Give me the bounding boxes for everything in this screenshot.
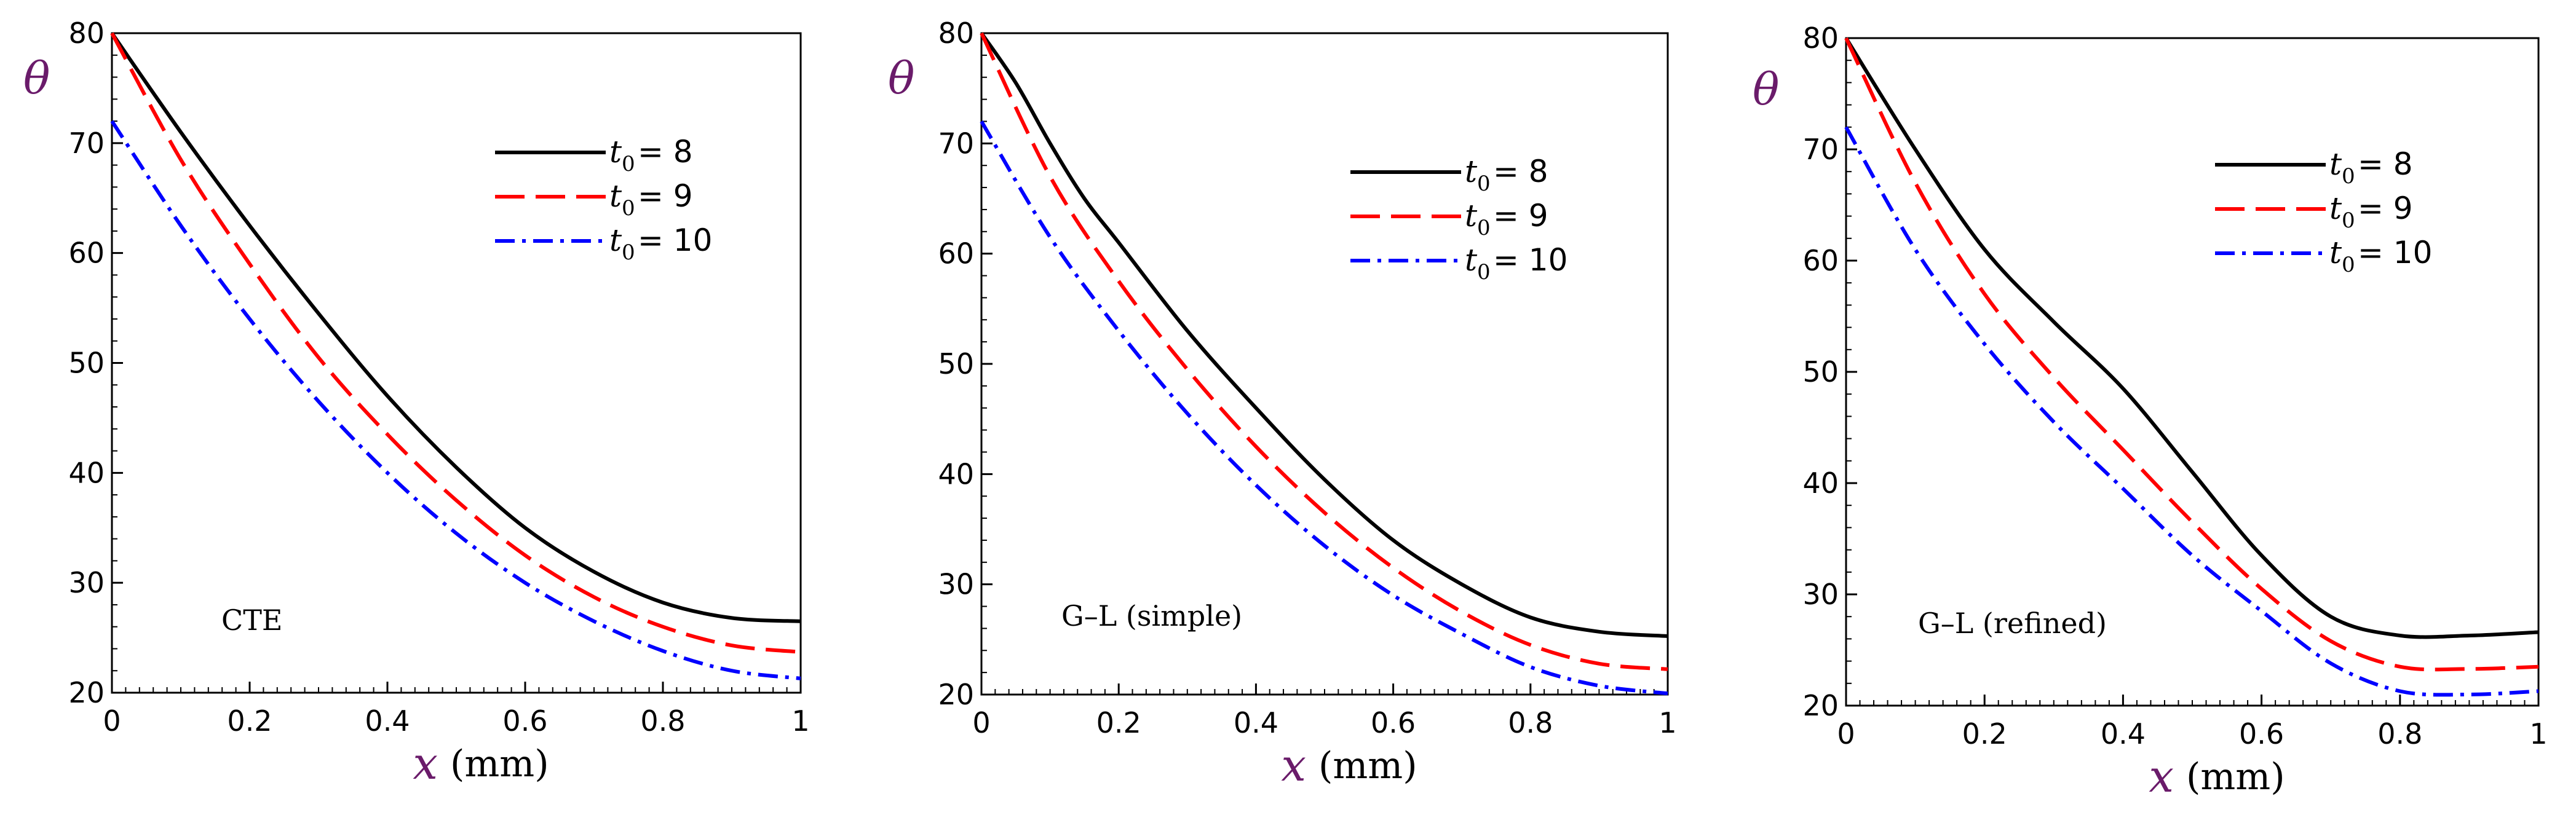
y-tick-label: 60 [68,237,105,270]
y-tick-label: 40 [938,457,974,490]
series-line-t0-8 [980,32,1668,638]
legend-label-value: = 10 [1493,242,1567,278]
legend-label-value: = 9 [638,178,693,214]
y-tick-label: 20 [1802,689,1839,722]
legend-label-value: = 8 [1493,154,1548,189]
y-tick-label: 30 [938,568,974,601]
x-axis-unit: (mm) [1318,744,1417,787]
y-axis-label: θ [888,52,914,104]
y-tick-label: 70 [68,127,105,160]
legend-label-value: = 10 [638,223,712,258]
y-tick-label: 40 [68,456,105,489]
legend-label-var: t [1465,242,1478,278]
x-tick-label: 0.4 [2101,717,2146,750]
legend-label-var: t [1465,154,1478,189]
y-tick-label: 30 [1802,578,1839,611]
x-tick-label: 0 [1837,717,1855,750]
x-tick-label: 0.6 [1371,706,1416,739]
method-annotation: CTE [221,604,282,637]
y-tick-label: 60 [938,237,974,270]
series-line-t0-9 [110,32,801,654]
y-tick-label: 50 [68,347,105,380]
legend-label-value: = 9 [2358,191,2413,226]
y-tick-label: 60 [1802,244,1839,277]
x-tick-label: 0.4 [365,704,410,738]
legend-label-subscript: 0 [622,196,635,221]
legend-label-value: = 8 [638,134,693,170]
method-annotation: G–L (simple) [1061,599,1242,632]
x-tick-label: 1 [791,704,809,738]
x-axis-unit: (mm) [450,742,549,786]
legend-label-value: = 10 [2358,235,2432,270]
x-tick-label: 0.6 [502,704,547,738]
legend-label-var: t [1465,198,1478,234]
legend-label-var: t [609,223,622,258]
series-line-t0-10 [1844,126,2539,697]
y-tick-label: 20 [68,676,105,709]
x-axis-label: x [413,738,438,789]
legend-label-value: = 8 [2358,146,2413,182]
x-tick-label: 1 [1659,706,1676,739]
x-tick-label: 0.2 [227,704,272,738]
chart-svg-gl-refined: 20 30 40 50 60 70 80 0 0.2 0.4 0.6 0.8 1 θ x (mm) G–L (r… [1753,22,2548,802]
y-tick-label: 80 [1802,22,1839,55]
y-tick-label: 50 [1802,355,1839,388]
method-annotation: G–L (refined) [1918,607,2107,640]
series-line-t0-8 [110,32,801,623]
plot-frame [980,32,1669,696]
x-tick-label: 0.4 [1234,706,1278,739]
legend-label-subscript: 0 [1477,171,1491,196]
x-tick-label: 0.8 [640,704,685,738]
x-tick-label: 0 [103,704,121,738]
x-tick-label: 0.8 [2377,717,2422,750]
series-line-t0-10 [110,120,801,680]
y-axis-label: θ [1753,63,1779,115]
y-tick-label: 80 [938,17,974,50]
chart-panel-cte: 20 30 40 50 60 70 80 0 0.2 0.4 0.6 0.8 1 θ x (mm) CTE t 0 =… [0,0,858,831]
series-line-t0-8 [1844,37,2539,639]
plot-frame [1845,37,2540,707]
legend-label-subscript: 0 [2342,208,2355,233]
x-tick-label: 0.2 [1962,717,2007,750]
legend-label-value: = 9 [1493,198,1548,234]
y-tick-label: 30 [68,566,105,599]
y-tick-label: 40 [1802,467,1839,500]
legend-label-var: t [2329,235,2342,270]
plot-frame [111,32,802,694]
x-axis-label: x [2149,750,2174,802]
legend-label-subscript: 0 [2342,253,2355,277]
legend-label-var: t [2329,146,2342,182]
x-tick-label: 0.8 [1508,706,1553,739]
y-tick-label: 50 [938,347,974,380]
series-line-t0-9 [980,32,1668,671]
series-line-t0-10 [980,120,1668,696]
x-tick-label: 0.2 [1096,706,1141,739]
chart-panel-gl-refined: 20 30 40 50 60 70 80 0 0.2 0.4 0.6 0.8 1 θ x (mm) G–L (r… [1717,0,2575,831]
x-axis-label: x [1281,739,1306,791]
x-tick-label: 0 [972,706,990,739]
legend-label-subscript: 0 [2342,164,2355,189]
y-tick-label: 80 [68,17,105,50]
legend-label-var: t [609,178,622,214]
y-axis-label: θ [23,52,50,104]
series-line-t0-9 [1844,37,2539,672]
y-tick-label: 70 [938,127,974,160]
y-tick-label: 70 [1802,133,1839,166]
legend-label-var: t [609,134,622,170]
legend-label-subscript: 0 [622,152,635,176]
x-axis-unit: (mm) [2186,755,2285,798]
x-tick-label: 0.6 [2239,717,2284,750]
legend-label-subscript: 0 [1477,216,1491,240]
legend-label-subscript: 0 [1477,260,1491,285]
x-tick-label: 1 [2529,717,2547,750]
y-tick-label: 20 [938,678,974,711]
chart-svg-gl-simple: 20 30 40 50 60 70 80 0 0.2 0.4 0.6 0.8 1 θ x (mm) G–L (s… [888,17,1677,791]
chart-panel-gl-simple: 20 30 40 50 60 70 80 0 0.2 0.4 0.6 0.8 1 θ x (mm) G–L (s… [858,0,1717,831]
legend-label-subscript: 0 [622,240,635,265]
legend-label-var: t [2329,191,2342,226]
